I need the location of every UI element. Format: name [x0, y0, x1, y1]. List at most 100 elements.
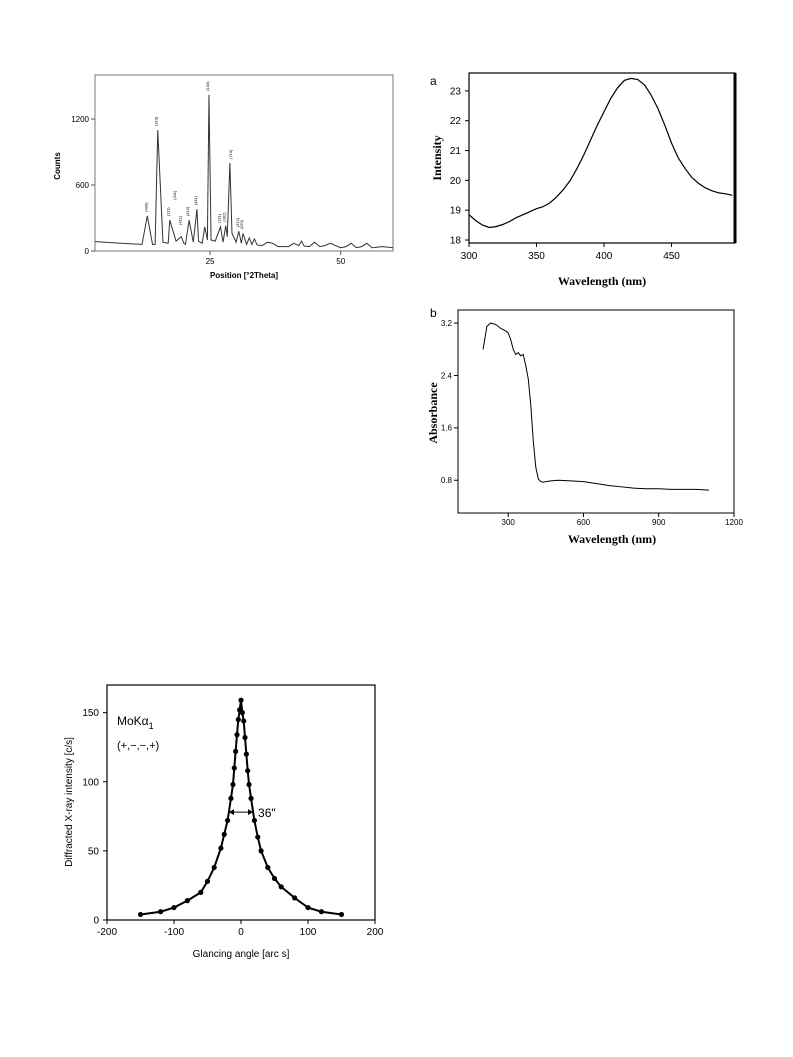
rocking-data-point [239, 710, 245, 716]
xrd-peak-label: (302) [222, 212, 227, 222]
xrd-ylabel: Counts [53, 152, 62, 180]
absorbance-panel-label: b [430, 306, 437, 320]
intensity-xtick-label: 450 [663, 251, 680, 262]
rocking-data-point [228, 795, 234, 801]
rocking-data-point [204, 878, 211, 884]
rocking-xlabel: Glancing angle [arc s] [193, 949, 290, 960]
rocking-data-point [255, 834, 261, 840]
xrd-ytick-label: 600 [76, 181, 90, 190]
xrd-plot-frame [94, 74, 394, 252]
rocking-data-point [292, 895, 298, 901]
intensity-ytick-label: 19 [450, 206, 462, 217]
xrd-series-line [94, 94, 394, 249]
rocking-data-point [241, 718, 247, 724]
rocking-series-line [140, 700, 342, 916]
xrd-peak-label: (410) [185, 206, 190, 216]
fwhm-label: 36" [258, 806, 276, 820]
rocking-data-point [271, 875, 278, 882]
rocking-data-point [231, 765, 237, 771]
absorbance-ytick-label: 2.4 [441, 371, 453, 380]
intensity-xtick-label: 350 [528, 251, 545, 262]
rocking-xtick-label: -200 [97, 927, 117, 938]
rocking-ylabel: Diffracted X-ray intensity [c/s] [64, 737, 75, 867]
rocking-data-point [221, 831, 227, 837]
absorbance-ytick-label: 3.2 [441, 319, 453, 328]
intensity-ytick-label: 21 [450, 146, 462, 157]
xrd-ytick-label: 1200 [71, 115, 89, 124]
rocking-data-point [258, 848, 264, 854]
rocking-data-point [265, 864, 271, 871]
intensity-ylabel: Intensity [430, 135, 444, 180]
rocking-data-point [230, 781, 236, 788]
intensity-xtick-label: 400 [596, 251, 613, 262]
fwhm-arrowhead-left [228, 809, 234, 816]
rocking-data-point [243, 751, 249, 757]
rocking-data-point [245, 768, 251, 774]
xrd-peak-label: (220) [239, 219, 244, 229]
intensity-ytick-label: 18 [450, 236, 462, 247]
intensity-series-line [468, 77, 733, 229]
rocking-data-point [198, 889, 204, 895]
rocking-xtick-label: 200 [367, 927, 384, 938]
absorbance-ytick-label: 0.8 [441, 476, 453, 485]
rocking-data-point [235, 716, 241, 723]
absorbance-xtick-label: 900 [652, 518, 666, 527]
rocking-data-point [233, 748, 239, 754]
rocking-data-point [158, 909, 164, 915]
rocking-data-point [242, 734, 248, 741]
absorbance-xtick-label: 1200 [725, 518, 743, 527]
intensity-chart: a 300 350 400 450 18 19 20 21 22 23 Wavelength (n… [430, 72, 737, 288]
rocking-data-point [278, 884, 284, 890]
rocking-xtick-label: 0 [238, 927, 244, 938]
rocking-data-point [338, 911, 345, 918]
xrd-xtick-label: 25 [206, 257, 215, 266]
rocking-curve-chart: -200 -100 0 100 200 0 50 100 150 36" MoKα1 (+,−,… [64, 684, 384, 960]
absorbance-xtick-label: 600 [577, 518, 591, 527]
xrd-xlabel: Position [°2Theta] [210, 271, 278, 280]
rocking-data-point [318, 909, 324, 915]
rocking-annotation-sign: (+,−,−,+) [117, 740, 159, 752]
rocking-annotation-main: MoKα [117, 714, 149, 728]
rocking-data-point [137, 911, 144, 918]
absorbance-ytick-label: 1.6 [441, 424, 453, 433]
rocking-data-point [218, 845, 224, 851]
xrd-peak-label: (411) [177, 215, 182, 225]
rocking-xtick-label: 100 [300, 927, 317, 938]
xrd-peak-label: (103) [205, 81, 210, 91]
rocking-ytick-label: 150 [82, 708, 99, 719]
rocking-data-point [225, 817, 231, 824]
xrd-peak-label: (411) [193, 195, 198, 205]
rocking-data-point [305, 904, 311, 911]
rocking-annotation-source: MoKα1 [117, 714, 154, 731]
absorbance-ylabel: Absorbance [426, 382, 440, 444]
intensity-plot-frame [468, 72, 736, 244]
rocking-data-point [171, 904, 177, 911]
intensity-ytick-label: 22 [450, 116, 462, 127]
intensity-panel-label: a [430, 74, 437, 88]
xrd-peak-label: (111) [166, 207, 171, 216]
rocking-ytick-label: 50 [88, 846, 100, 857]
rocking-data-point [234, 732, 240, 738]
fwhm-arrowhead-right [248, 809, 254, 816]
absorbance-plot-frame [457, 309, 735, 514]
rocking-data-point [211, 864, 217, 871]
absorbance-series-line [482, 322, 709, 491]
absorbance-chart: b 300 600 900 1200 0.8 1.6 2.4 3.2 Wavelength (… [426, 306, 743, 546]
rocking-xtick-label: -100 [164, 927, 184, 938]
rocking-data-point [238, 697, 244, 703]
xrd-peak-label: (312) [235, 217, 240, 227]
rocking-annotation-sub: 1 [149, 721, 154, 731]
intensity-ytick-label: 20 [450, 176, 462, 187]
xrd-peak-label: (710) [228, 149, 233, 159]
xrd-peak-label: (311) [172, 190, 177, 200]
intensity-ytick-label: 23 [450, 86, 462, 97]
absorbance-xlabel: Wavelength (nm) [568, 532, 656, 546]
intensity-xtick-label: 300 [461, 251, 478, 262]
xrd-peak-label: (310) [154, 116, 159, 126]
xrd-xtick-label: 50 [336, 257, 345, 266]
intensity-xlabel: Wavelength (nm) [558, 274, 646, 288]
rocking-ytick-label: 100 [82, 777, 99, 788]
rocking-data-point [248, 795, 254, 801]
xrd-ytick-label: 0 [85, 247, 90, 256]
